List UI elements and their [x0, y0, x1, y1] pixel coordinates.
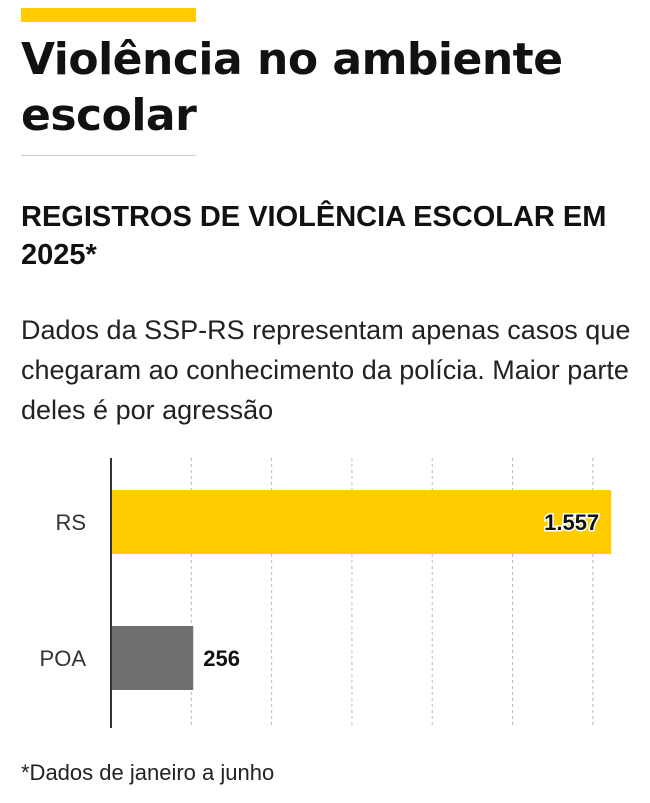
bar-rs: [111, 490, 612, 554]
chart-subtitle: Dados da SSP-RS representam apenas casos…: [21, 315, 631, 425]
value-label-rs: 1.557: [544, 510, 599, 535]
bar-poa: [111, 626, 194, 690]
category-label-rs: RS: [55, 510, 86, 535]
value-label-poa: 256: [203, 646, 240, 671]
page-title: Violência no ambiente escolar: [21, 34, 563, 141]
bar-chart: RS 1.557 POA 256: [40, 458, 612, 728]
chart-title: REGISTROS DE VIOLÊNCIA ESCOLAR EM 2025*: [21, 201, 607, 271]
category-label-poa: POA: [40, 646, 87, 671]
footnote: *Dados de janeiro a junho: [21, 760, 275, 785]
title-divider: [21, 155, 196, 156]
accent-bar: [21, 8, 196, 22]
